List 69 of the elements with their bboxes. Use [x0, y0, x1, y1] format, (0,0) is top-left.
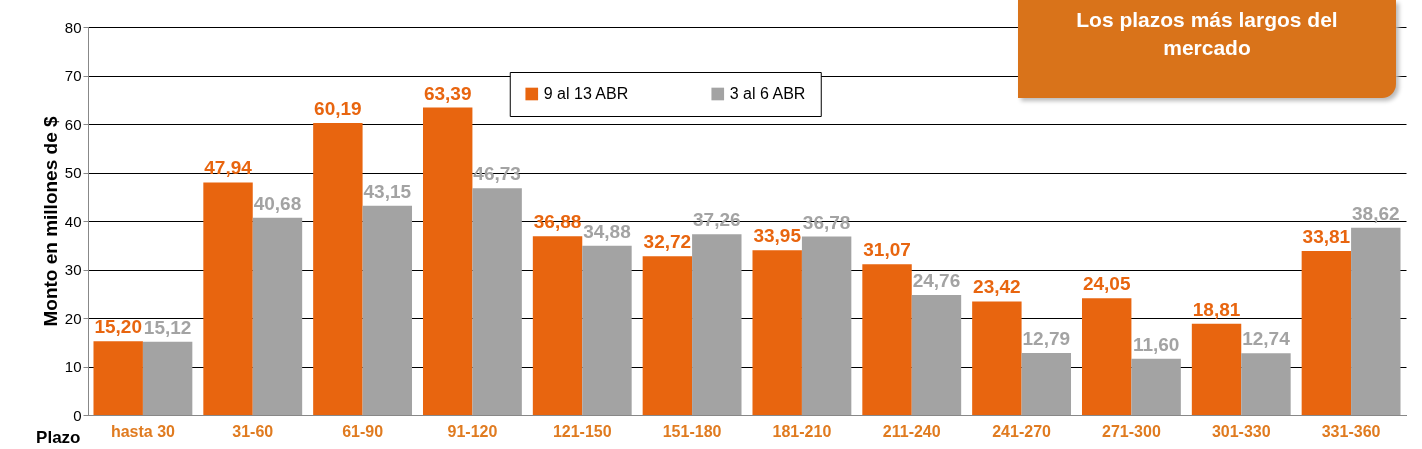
data-label: 38,62 — [1352, 202, 1400, 224]
callout-box: Los plazos más largos del mercado — [1018, 0, 1396, 98]
data-label: 63,39 — [423, 82, 472, 104]
data-label: 33,81 — [1302, 226, 1351, 248]
y-tick-label: 30 — [64, 261, 82, 278]
bar — [911, 294, 962, 415]
bar — [203, 182, 253, 415]
x-tick-label: 241-270 — [992, 422, 1052, 440]
y-tick-label: 10 — [64, 358, 82, 375]
y-tick-label: 40 — [64, 212, 82, 230]
bar — [1081, 298, 1132, 415]
y-tick-label: 50 — [64, 164, 82, 181]
data-label: 15,12 — [143, 316, 192, 338]
y-tick-label: 20 — [64, 309, 82, 327]
bar — [582, 245, 632, 415]
bar — [801, 236, 852, 415]
data-label: 24,76 — [912, 269, 961, 291]
y-tick-label: 60 — [64, 115, 82, 133]
data-label: 24,05 — [1082, 273, 1131, 295]
x-tick-label: hasta 30 — [110, 422, 176, 440]
bar — [472, 188, 522, 415]
x-tick-label: 151-180 — [662, 422, 722, 440]
data-label: 33,95 — [753, 225, 802, 247]
data-label: 43,15 — [363, 180, 412, 202]
y-tick-label: 0 — [73, 406, 82, 424]
bar — [1131, 358, 1181, 415]
x-axis-title: Plazo — [36, 427, 81, 447]
y-tick-label: 70 — [64, 67, 82, 84]
bar — [1021, 352, 1072, 415]
bar — [362, 205, 413, 415]
data-label: 12,74 — [1242, 328, 1291, 350]
x-tick-label: 331-360 — [1321, 422, 1381, 440]
bar — [142, 341, 193, 415]
y-axis-title: Monto en millones de $ — [39, 116, 61, 327]
x-tick-label: 181-210 — [772, 422, 832, 440]
data-label: 60,19 — [314, 98, 362, 120]
x-tick-label: 301-330 — [1211, 422, 1271, 440]
x-tick-label: 31-60 — [232, 422, 274, 440]
x-tick-label: 91-120 — [447, 422, 498, 440]
bar — [1241, 353, 1291, 415]
data-label: 15,20 — [94, 316, 142, 338]
bar — [313, 123, 363, 415]
bar — [1301, 251, 1352, 415]
data-label: 40,68 — [253, 192, 302, 214]
bar — [752, 250, 802, 415]
bar — [862, 264, 912, 415]
y-tick-label: 80 — [64, 18, 82, 36]
data-label: 18,81 — [1192, 298, 1241, 320]
bar — [1191, 323, 1242, 415]
bar — [252, 217, 303, 415]
bar — [642, 256, 693, 415]
data-label: 31,07 — [863, 239, 911, 261]
data-label: 11,60 — [1132, 333, 1180, 355]
bar — [93, 341, 143, 415]
x-tick-label: 271-300 — [1102, 422, 1161, 440]
data-label: 34,88 — [583, 220, 631, 242]
bar — [692, 234, 742, 415]
bar — [532, 236, 583, 415]
x-tick-label: 211-240 — [882, 422, 941, 440]
bar — [422, 107, 473, 415]
x-tick-label: 121-150 — [552, 422, 612, 440]
x-tick-label: 61-90 — [342, 422, 384, 440]
bar — [1351, 227, 1401, 415]
legend-label: 9 al 13 ABR — [543, 85, 629, 102]
data-label: 23,42 — [973, 276, 1021, 298]
legend-label: 3 al 6 ABR — [729, 85, 806, 102]
data-label: 12,79 — [1022, 327, 1071, 349]
bar — [972, 301, 1022, 415]
data-label: 32,72 — [643, 231, 692, 253]
